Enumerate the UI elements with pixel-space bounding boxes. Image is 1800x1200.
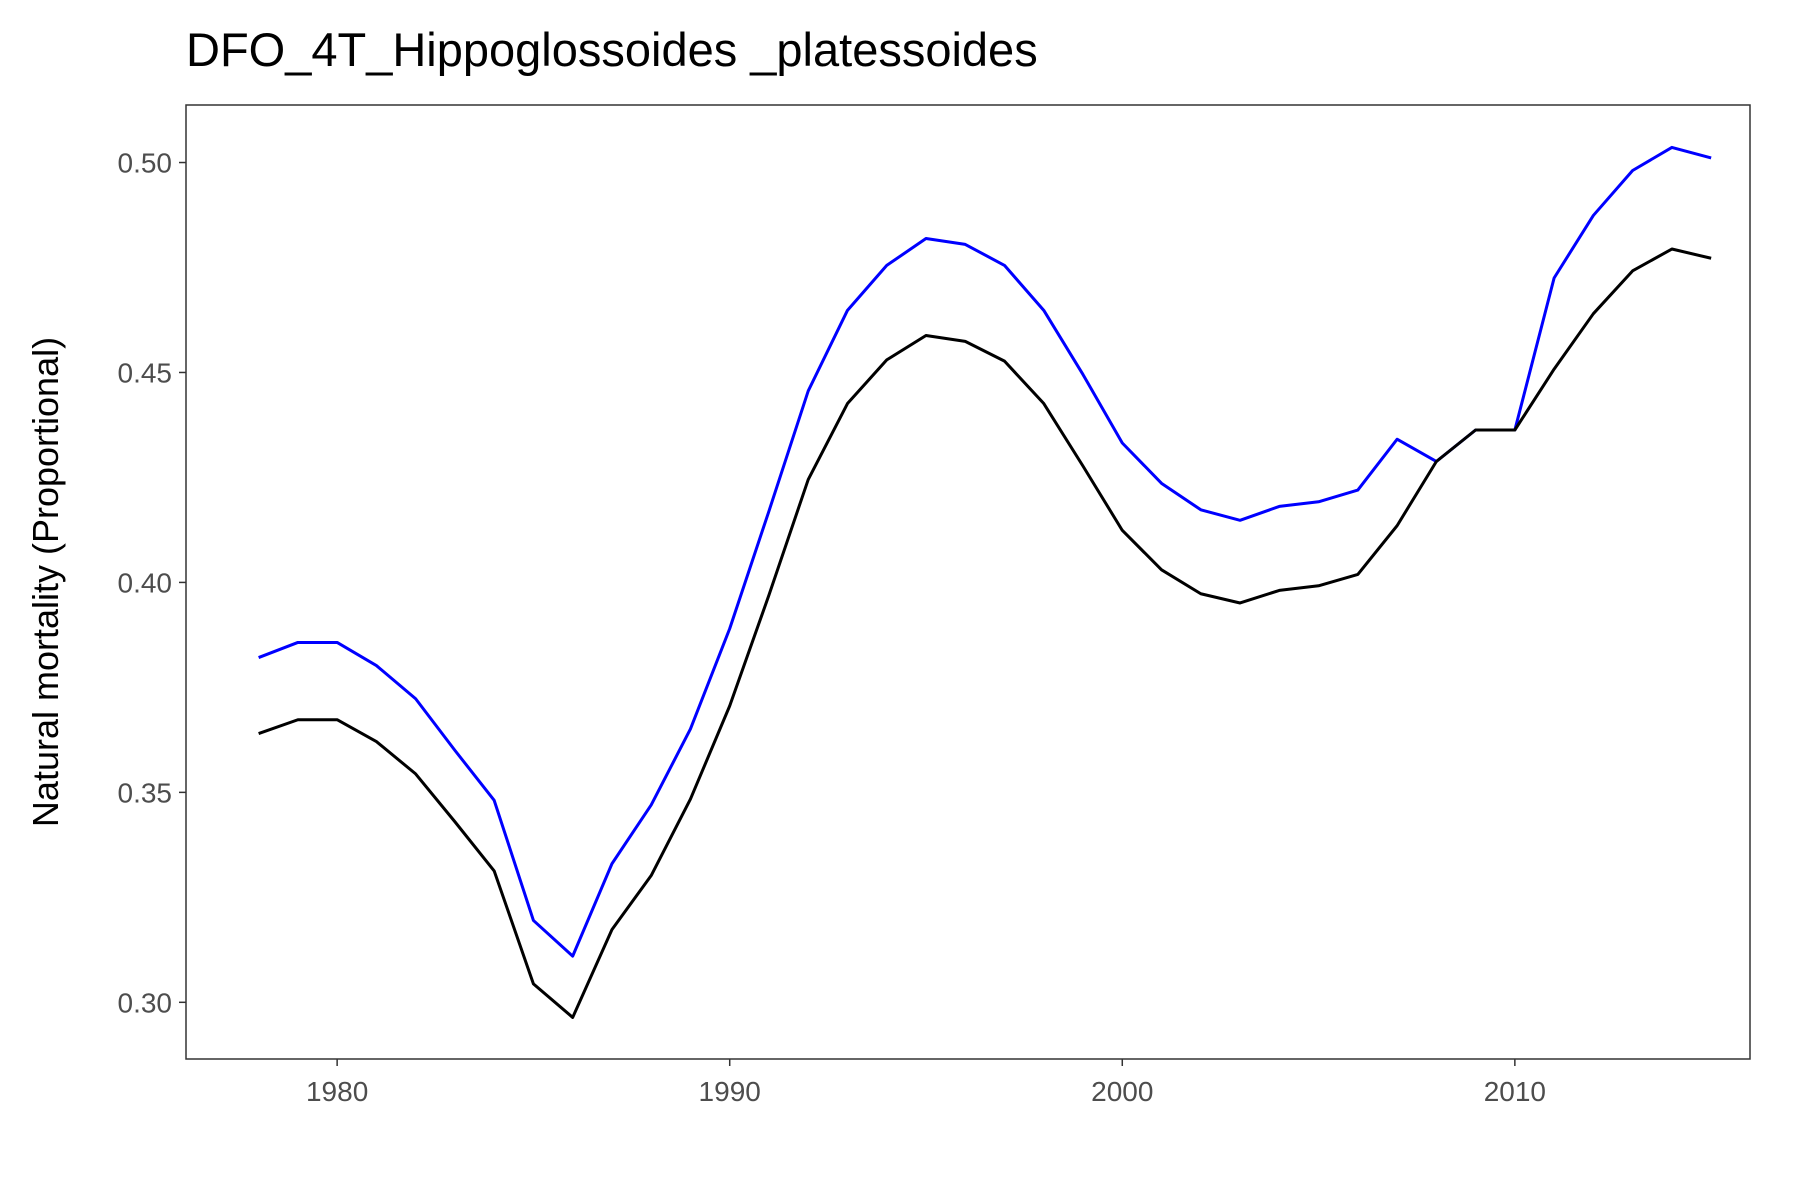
x-tick-label: 2000 — [1091, 1076, 1153, 1107]
line-series — [258, 247, 1712, 1019]
panel-border — [185, 104, 1751, 1060]
x-tick-label: 2010 — [1484, 1076, 1546, 1107]
y-tick-label: 0.30 — [118, 987, 173, 1018]
y-axis-title: Natural mortality (Proportional) — [25, 337, 66, 827]
y-tick-label: 0.45 — [118, 357, 173, 388]
line-series — [258, 145, 1712, 958]
y-tick-label: 0.40 — [118, 567, 173, 598]
y-tick-label: 0.50 — [118, 148, 173, 179]
y-tick-label: 0.35 — [118, 777, 173, 808]
chart-title: DFO_4T_Hippoglossoides _platessoides — [186, 23, 1038, 76]
x-tick-label: 1980 — [306, 1076, 368, 1107]
x-tick-label: 1990 — [699, 1076, 761, 1107]
